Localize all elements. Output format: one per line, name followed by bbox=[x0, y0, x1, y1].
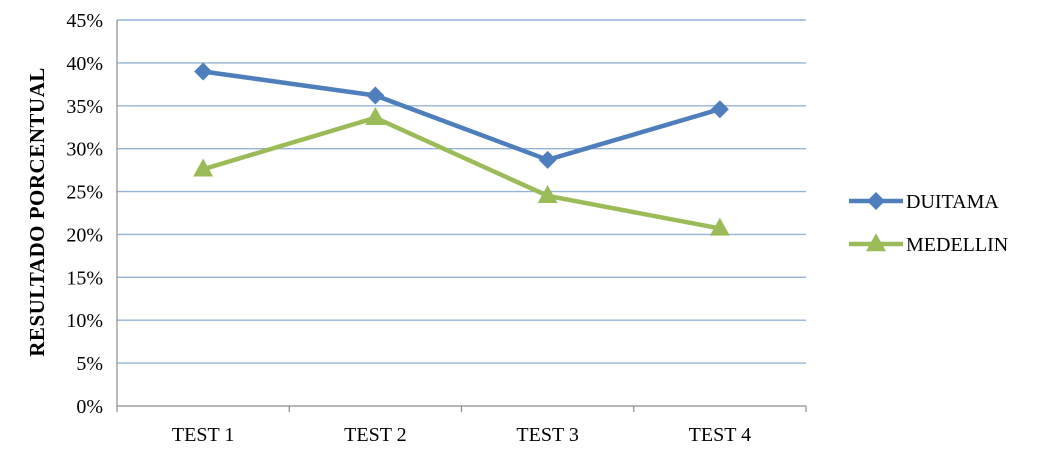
legend-label-medellin: MEDELLIN bbox=[906, 234, 1008, 256]
x-tick-labels: TEST 1 TEST 2 TEST 3 TEST 4 bbox=[172, 424, 751, 446]
data-point-medellin bbox=[709, 217, 730, 236]
legend-marker-duitama bbox=[867, 192, 885, 210]
data-point-medellin bbox=[365, 106, 386, 125]
axes bbox=[116, 20, 807, 412]
legend: DUITAMA MEDELLIN bbox=[849, 191, 1008, 256]
y-tick-label: 30% bbox=[66, 139, 103, 161]
x-tick-label: TEST 1 bbox=[172, 424, 234, 446]
data-point-duitama bbox=[194, 62, 213, 81]
legend-marker-medellin bbox=[866, 233, 886, 252]
y-tick-label: 0% bbox=[76, 396, 103, 418]
y-tick-label: 10% bbox=[66, 310, 103, 332]
data-point-medellin bbox=[193, 158, 214, 177]
x-tick-label: TEST 3 bbox=[516, 424, 578, 446]
series-line-duitama bbox=[202, 69, 721, 163]
y-tick-label: 45% bbox=[66, 10, 103, 32]
data-point-duitama bbox=[538, 150, 557, 169]
legend-label-duitama: DUITAMA bbox=[906, 191, 999, 213]
y-tick-labels: 0% 5% 10% 15% 20% 25% 30% 35% 40% 45% bbox=[66, 10, 103, 418]
y-tick-label: 25% bbox=[66, 182, 103, 204]
data-point-duitama bbox=[710, 100, 729, 119]
y-tick-label: 35% bbox=[66, 96, 103, 118]
data-point-medellin bbox=[537, 185, 558, 204]
y-tick-label: 20% bbox=[66, 224, 103, 246]
series bbox=[193, 62, 730, 236]
y-axis-title: RESULTADO PORCENTUAL bbox=[25, 67, 49, 356]
data-point-duitama bbox=[366, 86, 385, 105]
series-line-medellin bbox=[202, 115, 721, 231]
y-tick-label: 15% bbox=[66, 267, 103, 289]
gridlines bbox=[117, 19, 806, 364]
x-tick-label: TEST 2 bbox=[344, 424, 406, 446]
y-tick-label: 40% bbox=[66, 53, 103, 75]
x-tick-label: TEST 4 bbox=[689, 424, 751, 446]
y-tick-label: 5% bbox=[76, 353, 103, 375]
